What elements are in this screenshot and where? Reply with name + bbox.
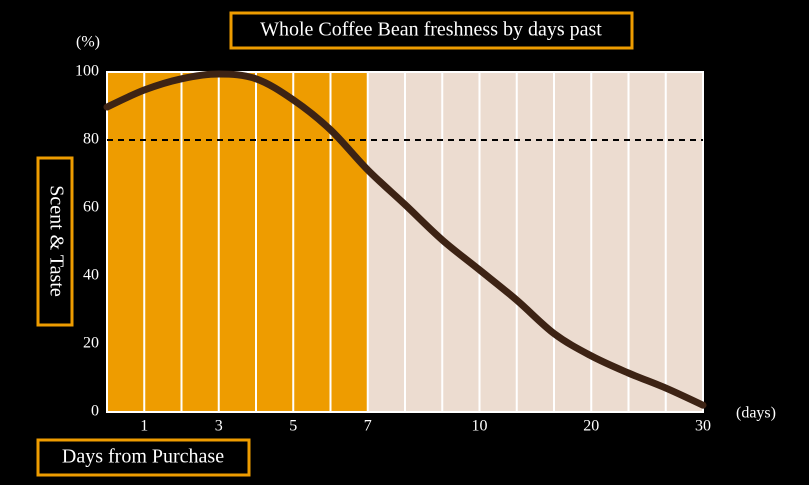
x-tick-label: 7 [364, 418, 372, 435]
chart-title: Whole Coffee Bean freshness by days past [260, 19, 602, 41]
y-tick-label: 20 [83, 335, 99, 352]
y-tick-label: 0 [91, 403, 99, 420]
x-tick-label: 10 [472, 418, 488, 435]
y-title-box [36, 156, 74, 327]
x-tick-label: 30 [695, 418, 711, 435]
fresh-region [107, 72, 368, 412]
stale-region [367, 72, 703, 412]
y-tick-label: 40 [83, 267, 99, 284]
x-title-box [36, 438, 251, 477]
y-tick-label: 60 [83, 199, 99, 216]
title-box [229, 11, 634, 50]
x-tick-label: 20 [583, 418, 599, 435]
freshness-curve [103, 70, 707, 409]
y-unit: (%) [76, 34, 100, 51]
y-tick-label: 100 [75, 63, 99, 80]
x-tick-label: 3 [215, 418, 223, 435]
x-tick-label: 1 [140, 418, 148, 435]
y-axis-title: Scent & Taste [45, 185, 67, 297]
x-unit: (days) [736, 405, 776, 422]
x-axis-title: Days from Purchase [62, 446, 224, 468]
y-tick-label: 80 [83, 131, 99, 148]
x-tick-label: 5 [289, 418, 297, 435]
plot-frame [106, 71, 704, 413]
